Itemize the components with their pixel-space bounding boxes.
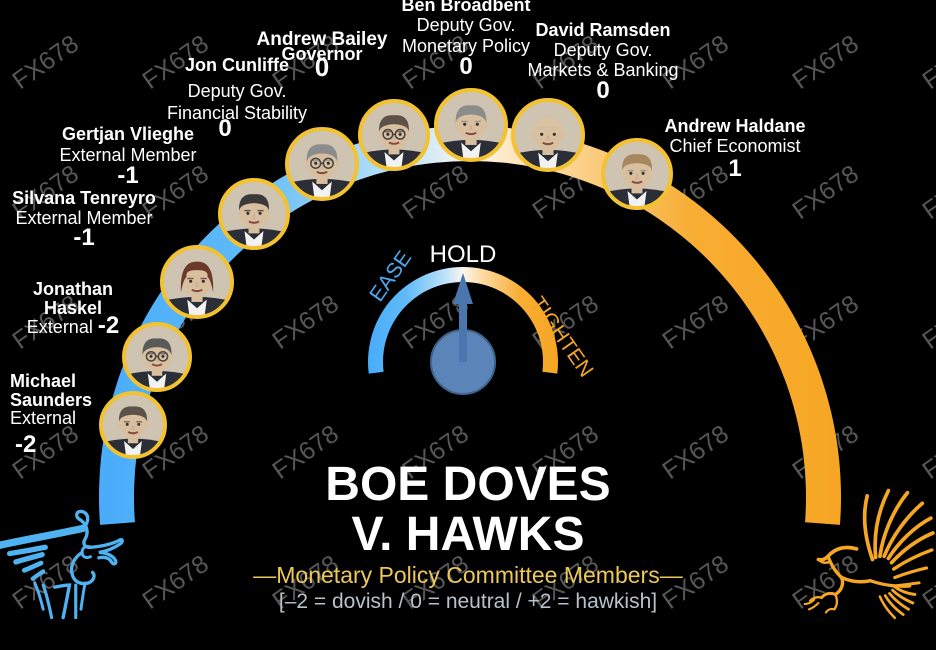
svg-text:Saunders: Saunders <box>10 390 92 410</box>
svg-text:1: 1 <box>728 155 741 182</box>
svg-text:External -2: External -2 <box>27 312 119 339</box>
svg-text:External Member: External Member <box>15 208 152 228</box>
svg-text:-1: -1 <box>73 224 94 251</box>
svg-text:Chief Economist: Chief Economist <box>669 136 800 156</box>
svg-text:0: 0 <box>459 53 472 80</box>
svg-text:Jon Cunliffe: Jon Cunliffe <box>185 55 289 75</box>
svg-text:BOE DOVES: BOE DOVES <box>325 458 610 511</box>
svg-text:—Monetary Policy Committee Mem: —Monetary Policy Committee Members— <box>253 562 682 588</box>
svg-text:Deputy Gov.: Deputy Gov. <box>417 15 516 35</box>
svg-text:0: 0 <box>596 77 609 104</box>
svg-text:External Member: External Member <box>59 145 196 165</box>
svg-text:External: External <box>10 408 76 428</box>
svg-text:TIGHTEN: TIGHTEN <box>526 293 598 382</box>
svg-text:-2: -2 <box>15 431 36 458</box>
svg-text:Haskel: Haskel <box>44 298 102 318</box>
svg-text:Jonathan: Jonathan <box>33 279 113 299</box>
svg-text:Deputy Gov.: Deputy Gov. <box>188 81 287 101</box>
svg-text:V. HAWKS: V. HAWKS <box>352 508 585 561</box>
svg-text:[–2 = dovish / 0 = neutral / +: [–2 = dovish / 0 = neutral / +2 = hawkis… <box>279 590 657 613</box>
svg-text:Financial Stability: Financial Stability <box>167 103 307 123</box>
svg-text:Gertjan Vlieghe: Gertjan Vlieghe <box>62 124 194 144</box>
svg-text:-1: -1 <box>117 162 138 189</box>
svg-text:EASE: EASE <box>365 247 416 306</box>
svg-text:Governor: Governor <box>281 44 362 64</box>
svg-text:Deputy Gov.: Deputy Gov. <box>554 40 653 60</box>
svg-text:Michael: Michael <box>10 371 76 391</box>
svg-text:David Ramsden: David Ramsden <box>535 20 670 40</box>
svg-text:Silvana Tenreyro: Silvana Tenreyro <box>12 188 156 208</box>
svg-text:0: 0 <box>218 115 231 142</box>
svg-text:Ben Broadbent: Ben Broadbent <box>401 0 530 15</box>
svg-text:Andrew Haldane: Andrew Haldane <box>664 116 805 136</box>
svg-text:Monetary Policy: Monetary Policy <box>402 36 530 56</box>
svg-text:Markets & Banking: Markets & Banking <box>527 60 678 80</box>
svg-text:Andrew Bailey: Andrew Bailey <box>257 29 388 50</box>
svg-text:HOLD: HOLD <box>430 241 497 268</box>
svg-text:0: 0 <box>315 52 329 82</box>
